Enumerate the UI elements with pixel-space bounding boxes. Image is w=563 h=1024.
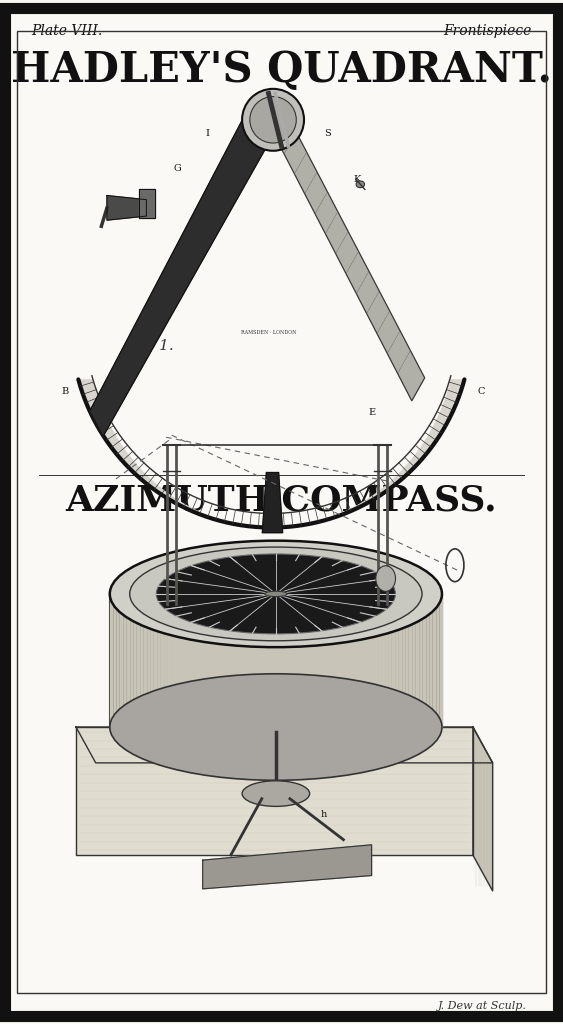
Text: F: F <box>281 106 288 115</box>
Text: G: G <box>423 718 431 726</box>
Text: 3: 3 <box>151 612 158 621</box>
Text: J. Dew at Sculp.: J. Dew at Sculp. <box>437 1000 526 1011</box>
Polygon shape <box>203 845 372 889</box>
Text: h: h <box>320 810 327 818</box>
Ellipse shape <box>242 89 304 151</box>
Text: C: C <box>477 387 485 395</box>
Ellipse shape <box>242 780 310 807</box>
Text: S: S <box>324 129 331 137</box>
Ellipse shape <box>250 96 296 143</box>
Polygon shape <box>76 727 473 855</box>
Text: Plate VIII.: Plate VIII. <box>31 24 102 38</box>
Ellipse shape <box>129 547 422 641</box>
Text: A: A <box>253 106 260 115</box>
Text: RAMSDEN · LONDON: RAMSDEN · LONDON <box>241 331 296 335</box>
Ellipse shape <box>110 541 442 647</box>
Text: L: L <box>109 211 116 219</box>
Polygon shape <box>270 105 425 400</box>
Text: Fig 2.: Fig 2. <box>276 551 320 565</box>
Text: b: b <box>267 723 274 731</box>
Text: 4: 4 <box>371 612 378 621</box>
Text: B: B <box>61 387 68 395</box>
Polygon shape <box>262 472 283 532</box>
Text: AZIMUTH COMPASS.: AZIMUTH COMPASS. <box>66 483 497 517</box>
Ellipse shape <box>157 554 395 634</box>
Text: E: E <box>368 409 375 417</box>
Polygon shape <box>473 727 493 891</box>
Polygon shape <box>107 196 146 220</box>
Text: Fig 1.: Fig 1. <box>129 339 174 353</box>
Text: o: o <box>424 615 430 624</box>
Ellipse shape <box>376 565 396 592</box>
Ellipse shape <box>265 591 287 597</box>
Text: HADLEY'S QUADRANT.: HADLEY'S QUADRANT. <box>11 49 552 91</box>
Ellipse shape <box>356 181 365 187</box>
Ellipse shape <box>110 674 442 780</box>
Polygon shape <box>76 727 493 763</box>
Polygon shape <box>90 93 276 436</box>
Polygon shape <box>110 594 442 727</box>
Text: D: D <box>356 272 364 281</box>
Text: Frontispiece: Frontispiece <box>444 24 532 38</box>
Text: G: G <box>173 165 181 173</box>
Text: 7: 7 <box>287 656 293 665</box>
Text: H: H <box>128 211 137 219</box>
Text: I: I <box>205 129 209 137</box>
Text: 2: 2 <box>135 636 141 644</box>
Text: K: K <box>354 175 361 183</box>
Polygon shape <box>139 189 155 218</box>
